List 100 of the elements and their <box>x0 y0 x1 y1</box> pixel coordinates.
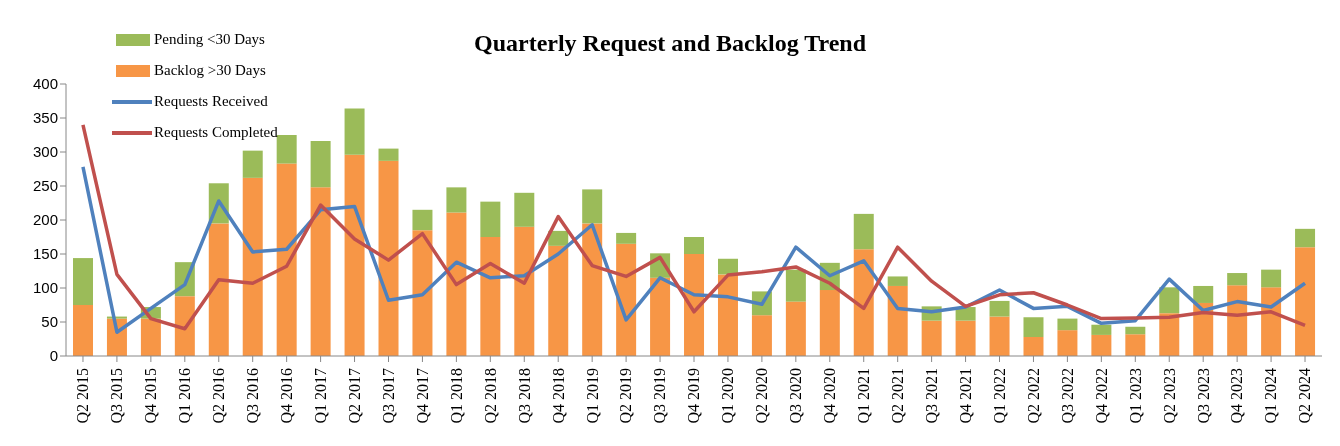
y-tick-label: 250 <box>32 177 58 195</box>
bar <box>378 160 399 356</box>
bar <box>310 187 331 356</box>
x-tick-label: Q4 2020 <box>821 368 839 424</box>
bar <box>310 141 331 188</box>
bar <box>1261 269 1282 288</box>
line-series <box>81 123 1307 331</box>
bar <box>344 154 365 356</box>
bar <box>73 258 93 305</box>
bar <box>887 285 908 356</box>
x-tick-label: Q2 2018 <box>481 368 499 424</box>
x-tick-label: Q2 2024 <box>1296 368 1314 424</box>
x-tick-label: Q2 2015 <box>74 368 92 424</box>
bar <box>1091 324 1112 335</box>
bar <box>616 232 637 244</box>
x-tick-label: Q3 2015 <box>108 368 126 424</box>
bar <box>582 189 603 224</box>
legend-label: Pending <30 Days <box>154 31 265 48</box>
y-tick-label: 400 <box>32 75 58 93</box>
x-tick-label: Q3 2020 <box>787 368 805 424</box>
bar <box>1125 326 1146 335</box>
bar <box>242 150 263 178</box>
x-tick-label: Q3 2022 <box>1058 368 1076 424</box>
y-tick-label: 100 <box>32 279 58 297</box>
legend-label: Requests Completed <box>154 124 278 141</box>
x-tick-label: Q2 2022 <box>1024 368 1042 424</box>
bar <box>989 300 1010 317</box>
bar <box>208 223 229 356</box>
bar <box>1159 287 1180 314</box>
x-tick-label: Q2 2021 <box>889 368 907 424</box>
x-tick-label: Q4 2018 <box>549 368 567 424</box>
bar <box>548 245 569 356</box>
bar <box>1057 318 1078 331</box>
x-tick-label: Q1 2016 <box>176 368 194 424</box>
y-tick-label: 50 <box>41 313 58 331</box>
bar <box>514 226 535 356</box>
x-tick-label: Q4 2017 <box>413 368 431 424</box>
bar <box>378 148 399 161</box>
y-tick-label: 300 <box>32 143 58 161</box>
bar <box>1023 317 1044 337</box>
bar <box>514 192 535 227</box>
x-tick-label: Q1 2018 <box>447 368 465 424</box>
bar <box>921 320 942 356</box>
bar <box>853 213 874 250</box>
bar <box>140 318 161 356</box>
bar <box>276 135 297 164</box>
bar <box>1295 247 1316 356</box>
x-tick-label: Q4 2021 <box>956 368 974 424</box>
y-tick-label: 150 <box>32 245 58 263</box>
bar <box>989 316 1010 356</box>
bar <box>1295 228 1316 248</box>
x-tick-label: Q1 2019 <box>583 368 601 424</box>
bar <box>1227 273 1248 286</box>
bar <box>684 237 705 254</box>
bar <box>446 187 467 213</box>
bar <box>1023 336 1044 356</box>
x-tick-label: Q4 2019 <box>685 368 703 424</box>
x-tick-label: Q4 2015 <box>142 368 160 424</box>
legend-label: Backlog >30 Days <box>154 62 266 79</box>
bar <box>1057 330 1078 356</box>
x-tick-label: Q4 2016 <box>278 368 296 424</box>
x-tick-label: Q3 2018 <box>515 368 533 424</box>
x-tick-label: Q4 2022 <box>1092 368 1110 424</box>
bar <box>1159 313 1180 356</box>
bar <box>480 237 501 356</box>
x-tick-label: Q1 2020 <box>719 368 737 424</box>
bar <box>717 274 738 356</box>
x-tick-label: Q3 2019 <box>651 368 669 424</box>
x-tick-label: Q2 2017 <box>345 368 363 424</box>
bar <box>276 163 297 356</box>
x-tick-label: Q3 2023 <box>1194 368 1212 424</box>
bar <box>412 209 433 231</box>
line-series <box>81 165 1307 334</box>
bar <box>887 276 908 286</box>
x-tick-label: Q3 2017 <box>379 368 397 424</box>
bar <box>1091 334 1112 356</box>
bar <box>955 320 976 356</box>
x-tick-label: Q2 2023 <box>1160 368 1178 424</box>
bar <box>785 269 806 302</box>
bar <box>446 212 467 356</box>
legend-label: Requests Received <box>154 93 268 110</box>
bar <box>582 223 603 356</box>
x-tick-label: Q1 2023 <box>1126 368 1144 424</box>
bar <box>174 296 195 356</box>
bar <box>650 277 671 356</box>
x-tick-label: Q3 2021 <box>922 368 940 424</box>
x-tick-label: Q3 2016 <box>244 368 262 424</box>
bar <box>717 258 738 275</box>
bar <box>819 290 840 356</box>
x-tick-label: Q1 2024 <box>1262 368 1280 424</box>
bar <box>412 230 433 356</box>
bar <box>480 201 501 237</box>
y-tick-label: 350 <box>32 109 58 127</box>
x-tick-label: Q1 2022 <box>990 368 1008 424</box>
x-tick-label: Q2 2016 <box>210 368 228 424</box>
x-tick-label: Q4 2023 <box>1228 368 1246 424</box>
x-tick-label: Q1 2021 <box>855 368 873 424</box>
bar <box>785 301 806 356</box>
y-tick-label: 200 <box>32 211 58 229</box>
bar <box>242 177 263 356</box>
